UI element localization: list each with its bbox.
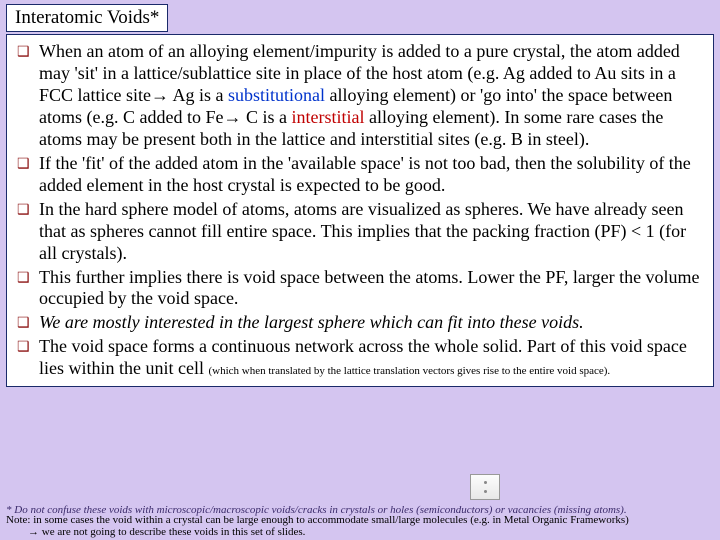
- bullet-text: If the 'fit' of the added atom in the 'a…: [39, 153, 703, 197]
- bullet-marker-icon: ❑: [17, 336, 39, 380]
- footnote-note: Note: in some cases the void within a cr…: [6, 514, 629, 538]
- bullet-marker-icon: ❑: [17, 199, 39, 265]
- bullet-marker-icon: ❑: [17, 267, 39, 311]
- bullet-marker-icon: ❑: [17, 153, 39, 197]
- footnote-note-line2: → we are not going to describe these voi…: [28, 526, 305, 538]
- title-text: Interatomic Voids*: [15, 7, 159, 28]
- bullet-item: ❑ If the 'fit' of the added atom in the …: [17, 153, 703, 197]
- interstitial-word: interstitial: [291, 107, 364, 127]
- void-thumbnail-icon: [470, 474, 500, 500]
- substitutional-word: substitutional: [228, 85, 325, 105]
- bullet-text: In the hard sphere model of atoms, atoms…: [39, 199, 703, 265]
- bullet-item: ❑ When an atom of an alloying element/im…: [17, 41, 703, 151]
- bullet-6-small: (which when translated by the lattice tr…: [208, 365, 607, 377]
- bullet-marker-icon: ❑: [17, 41, 39, 151]
- bullet-text: This further implies there is void space…: [39, 267, 703, 311]
- bullet-item: ❑ The void space forms a continuous netw…: [17, 336, 703, 380]
- bullet-item: ❑ This further implies there is void spa…: [17, 267, 703, 311]
- bullet-item: ❑ In the hard sphere model of atoms, ato…: [17, 199, 703, 265]
- bullet-text: When an atom of an alloying element/impu…: [39, 41, 703, 151]
- bullet-marker-icon: ❑: [17, 312, 39, 334]
- atom-dot-icon: [484, 490, 487, 493]
- atom-dot-icon: [484, 481, 487, 484]
- footnote-note-line1: Note: in some cases the void within a cr…: [6, 514, 629, 526]
- bullet-text: The void space forms a continuous networ…: [39, 336, 703, 380]
- content-box: ❑ When an atom of an alloying element/im…: [6, 34, 714, 387]
- bullet-text-italic: We are mostly interested in the largest …: [39, 312, 703, 334]
- title-box: Interatomic Voids*: [6, 4, 168, 32]
- bullet-6-tail: .: [607, 365, 610, 377]
- bullet-item: ❑ We are mostly interested in the larges…: [17, 312, 703, 334]
